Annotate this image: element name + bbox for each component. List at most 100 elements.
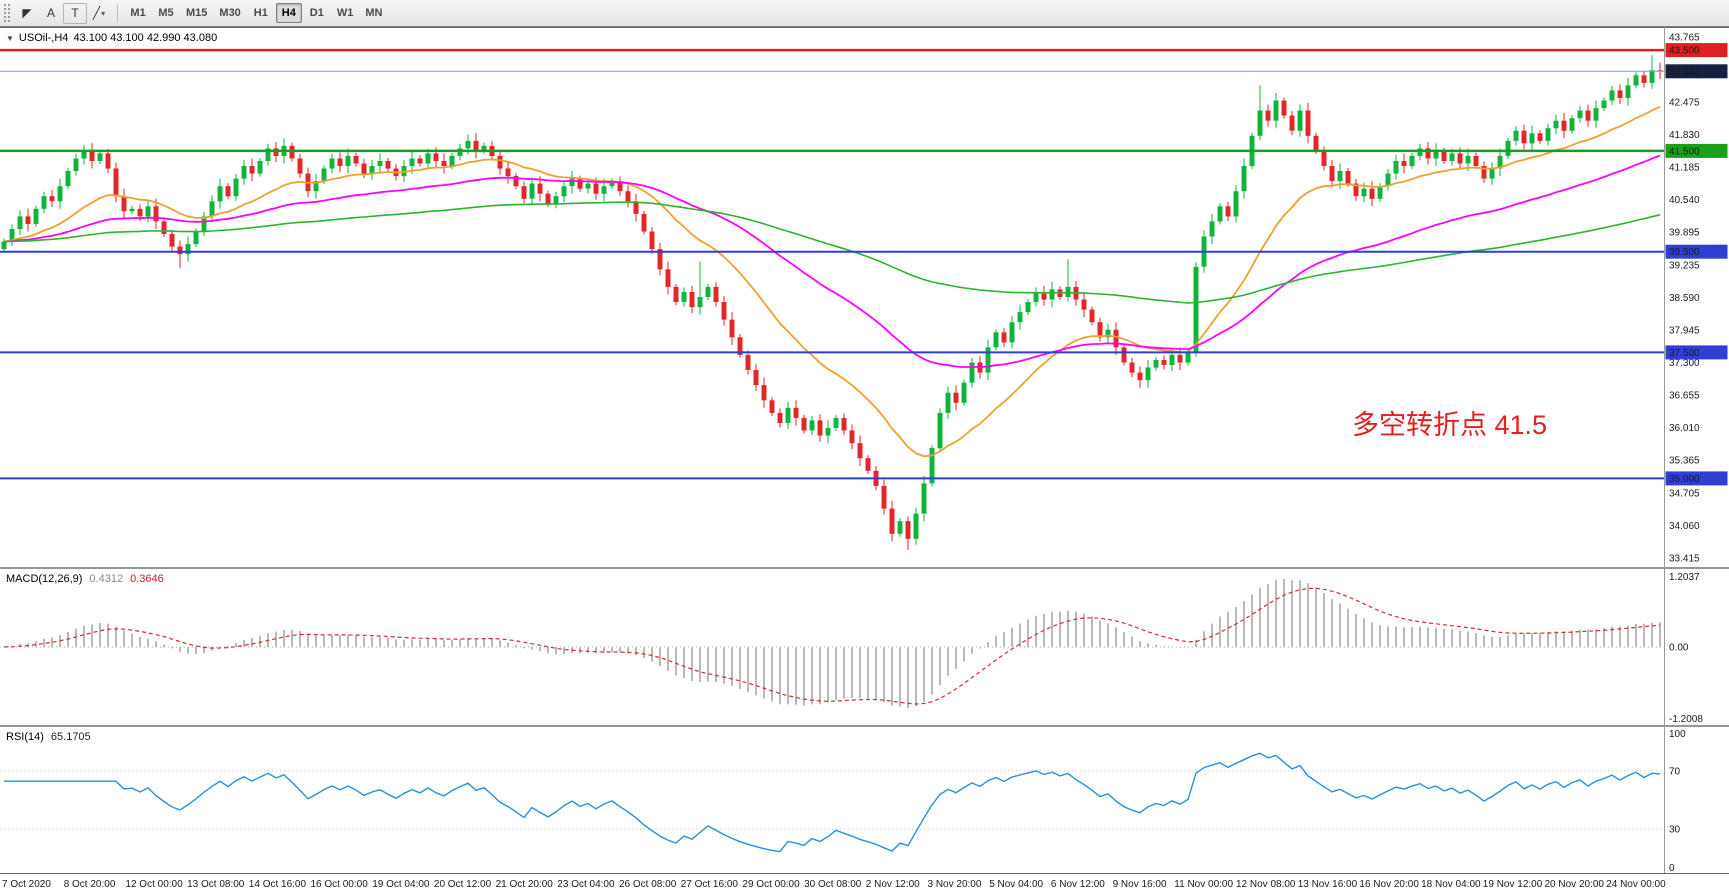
price-tick-label: 41.185 bbox=[1669, 162, 1700, 173]
candle-body bbox=[889, 508, 895, 534]
candle-body bbox=[569, 178, 575, 187]
time-label: 16 Nov 20:00 bbox=[1359, 879, 1419, 890]
candle-body bbox=[105, 153, 111, 169]
time-label: 26 Oct 08:00 bbox=[619, 879, 677, 890]
candle-body bbox=[649, 231, 655, 250]
candle-body bbox=[1545, 128, 1551, 141]
price-badge-text: 41.500 bbox=[1669, 146, 1700, 157]
candle-body bbox=[921, 483, 927, 514]
rsi-indicator-label: RSI(14) 65.1705 bbox=[6, 731, 91, 743]
candle-body bbox=[441, 161, 447, 166]
candle-body bbox=[81, 150, 87, 159]
timeframe-m30-button[interactable]: M30 bbox=[214, 3, 245, 23]
candle-body bbox=[1281, 100, 1287, 116]
candle-body bbox=[265, 148, 271, 161]
candle-body bbox=[201, 216, 207, 232]
candle-body bbox=[937, 412, 943, 449]
candle-body bbox=[729, 319, 735, 338]
candle-body bbox=[513, 176, 519, 187]
chart-canvas[interactable]: 43.765 42.475 41.830 41.185 40.540 39.895 39.2… bbox=[0, 27, 1729, 894]
candle-body bbox=[881, 485, 887, 509]
candle-body bbox=[969, 362, 975, 383]
candle-body bbox=[1497, 155, 1503, 169]
time-label: 12 Nov 08:00 bbox=[1236, 879, 1296, 890]
macd-value: 0.4312 bbox=[89, 573, 124, 585]
candle-body bbox=[73, 158, 79, 172]
candle-body bbox=[1009, 322, 1015, 343]
price-badge bbox=[1665, 143, 1728, 158]
candle-body bbox=[1065, 286, 1071, 297]
label-tool-button[interactable]: A bbox=[39, 3, 63, 24]
candle-body bbox=[1457, 153, 1463, 164]
candle-body bbox=[1097, 322, 1103, 338]
candle-body bbox=[753, 370, 759, 386]
timeframe-h4-button[interactable]: H4 bbox=[275, 3, 302, 23]
candle-body bbox=[449, 155, 455, 166]
candle-body bbox=[1617, 90, 1623, 98]
candle-body bbox=[369, 166, 375, 174]
time-label: 6 Nov 12:00 bbox=[1051, 879, 1105, 890]
candle-body bbox=[25, 216, 31, 224]
time-label: 13 Nov 16:00 bbox=[1298, 879, 1358, 890]
rsi-axis-label: 30 bbox=[1669, 825, 1681, 836]
candle-body bbox=[289, 145, 295, 159]
candle-body bbox=[433, 153, 439, 161]
candle-body bbox=[217, 186, 223, 202]
candle-body bbox=[497, 155, 503, 169]
annotation-text: 多空转折点 41.5 bbox=[1352, 410, 1548, 440]
rsi-panel-separator[interactable] bbox=[0, 725, 1729, 727]
candle-body bbox=[601, 186, 607, 194]
timeframe-m5-button[interactable]: M5 bbox=[153, 3, 179, 23]
candle-body bbox=[681, 292, 687, 303]
candle-body bbox=[41, 196, 47, 209]
candle-body bbox=[193, 231, 199, 245]
candle-body bbox=[249, 166, 255, 174]
candle-body bbox=[1, 241, 7, 250]
candle-body bbox=[769, 400, 775, 413]
timeframe-h1-button[interactable]: H1 bbox=[248, 3, 274, 23]
candle-body bbox=[465, 140, 471, 149]
label-icon: A bbox=[46, 6, 55, 20]
timeframe-m1-button[interactable]: M1 bbox=[125, 3, 151, 23]
timeframe-w1-button[interactable]: W1 bbox=[332, 3, 359, 23]
macd-indicator-label: MACD(12,26,9) 0.4312 0.3646 bbox=[6, 573, 164, 585]
candle-body bbox=[625, 191, 631, 202]
price-tick-label: 36.010 bbox=[1669, 423, 1700, 434]
candle-body bbox=[633, 201, 639, 214]
toolbar-grip[interactable] bbox=[4, 4, 10, 22]
candle-body bbox=[1329, 166, 1335, 182]
candle-body bbox=[1553, 120, 1559, 129]
cursor-icon: ◤ bbox=[22, 6, 32, 20]
timeframe-m15-button[interactable]: M15 bbox=[181, 3, 212, 23]
candle-body bbox=[481, 145, 487, 151]
candle-body bbox=[225, 186, 231, 197]
time-label: 2 Nov 12:00 bbox=[866, 879, 920, 890]
candle-body bbox=[945, 392, 951, 413]
candle-body bbox=[1513, 130, 1519, 141]
candle-body bbox=[1465, 155, 1471, 164]
macd-panel-separator[interactable] bbox=[0, 567, 1729, 569]
collapse-triangle-icon: ▼ bbox=[6, 33, 14, 43]
candle-body bbox=[1105, 329, 1111, 338]
text-tool-button[interactable]: T bbox=[63, 2, 87, 24]
candle-body bbox=[1593, 108, 1599, 121]
candle-body bbox=[721, 302, 727, 320]
candle-body bbox=[657, 249, 663, 270]
cursor-tool-button[interactable]: ◤ bbox=[15, 3, 39, 24]
price-tick-label: 41.830 bbox=[1669, 130, 1700, 141]
candle-body bbox=[689, 292, 695, 308]
timeframe-d1-button[interactable]: D1 bbox=[304, 3, 330, 23]
price-badge-text: 37.500 bbox=[1669, 348, 1700, 359]
candle-body bbox=[1265, 110, 1271, 121]
time-label: 18 Nov 04:00 bbox=[1421, 879, 1481, 890]
candle-body bbox=[825, 428, 831, 436]
time-label: 24 Nov 00:00 bbox=[1606, 879, 1666, 890]
candle-body bbox=[913, 513, 919, 539]
candle-body bbox=[1521, 130, 1527, 144]
timeframe-mn-button[interactable]: MN bbox=[360, 3, 387, 23]
candle-body bbox=[1041, 292, 1047, 300]
price-tick-label: 38.590 bbox=[1669, 293, 1700, 304]
macd-axis-zero: 0.00 bbox=[1669, 643, 1689, 654]
shapes-tool-button[interactable]: ╱ ▾ bbox=[87, 3, 111, 24]
time-label: 20 Oct 12:00 bbox=[434, 879, 492, 890]
